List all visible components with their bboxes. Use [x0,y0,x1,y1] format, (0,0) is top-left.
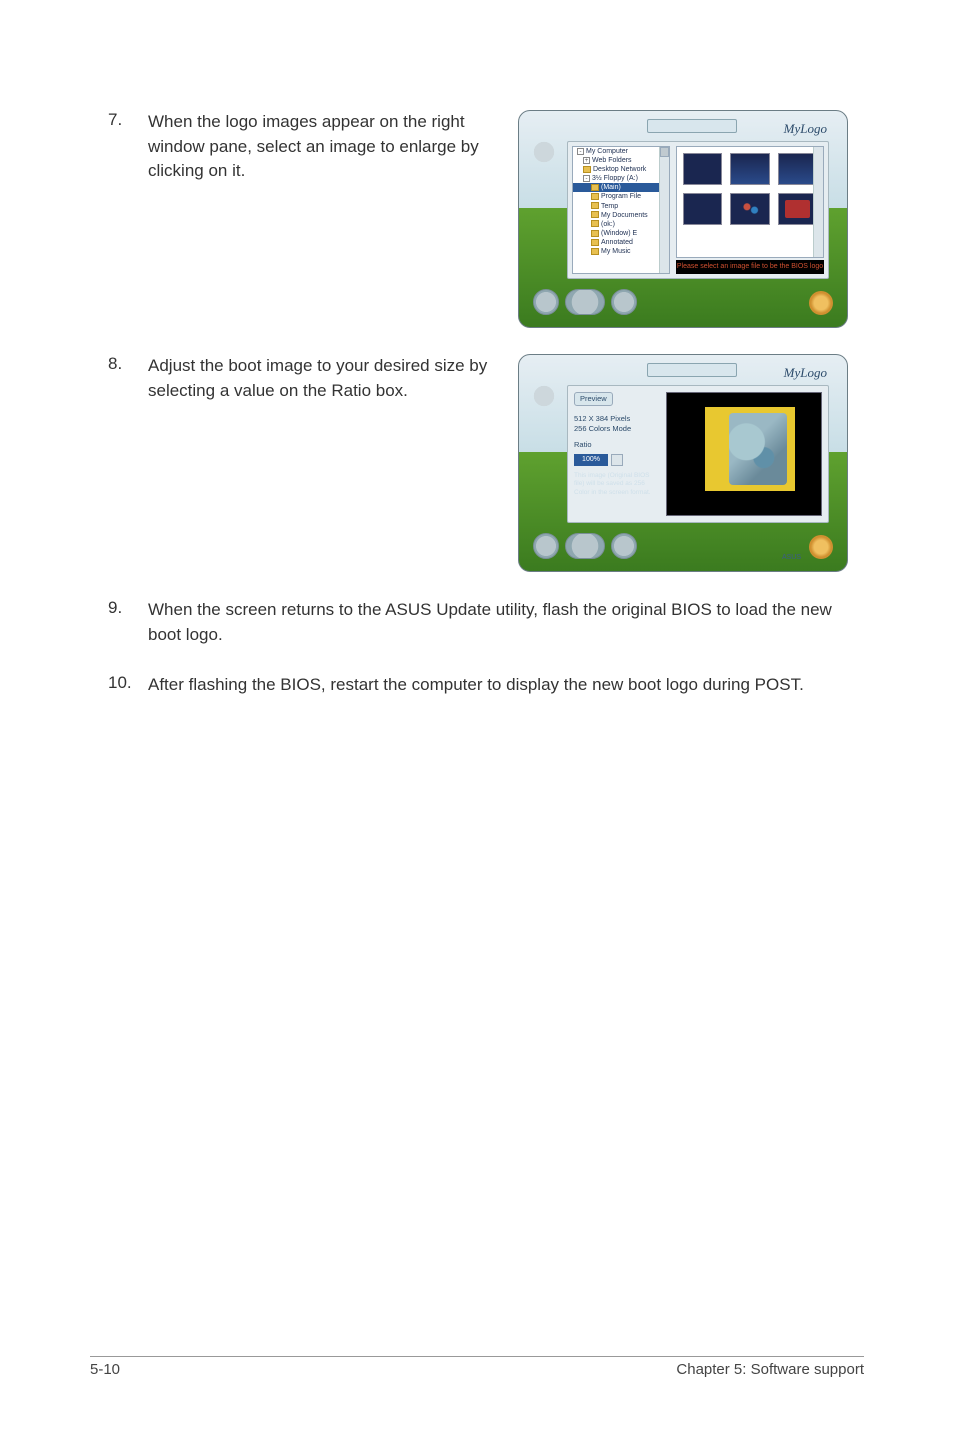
step-8-text: Adjust the boot image to your desired si… [148,354,494,403]
preview-info: Preview 512 X 384 Pixels 256 Colors Mode… [574,392,660,498]
tree-item-selected: (Main) [601,184,621,191]
nav-button[interactable] [533,533,559,559]
preview-canvas [705,407,795,491]
preview-note: This image (Original BIOS file) will be … [574,472,660,498]
tab-indicator [647,363,737,377]
mylogo-browser-screenshot: MyLogo -My Computer +Web Folders Desktop… [518,110,848,328]
page-number: 5-10 [90,1361,120,1378]
nav-button[interactable] [533,289,559,315]
tree-item: (Window) E [601,230,637,237]
credit-label: ASUS [782,554,801,561]
knob-icon [809,535,833,559]
resolution-label: 512 X 384 Pixels [574,414,660,424]
step-7-text: When the logo images appear on the right… [148,110,494,184]
tree-item: (ok:) [601,221,615,228]
tree-item: Desktop Network [593,166,646,173]
logo-thumbnail[interactable] [730,193,769,225]
tree-item: Program File [601,193,641,200]
nav-button[interactable] [565,289,605,315]
nav-button[interactable] [611,289,637,315]
boot-image-preview [666,392,822,516]
tab-indicator [647,119,737,133]
step-9-text: When the screen returns to the ASUS Upda… [148,598,864,647]
tree-item: Annotated [601,239,633,246]
app-brand-label: MyLogo [784,121,827,137]
tree-item: Web Folders [592,157,632,164]
step-10-num: 10. [90,673,124,693]
tree-scrollbar[interactable] [659,147,669,273]
step-7-num: 7. [90,110,124,130]
step-8-row: 8. Adjust the boot image to your desired… [90,354,864,572]
logo-thumbnail[interactable] [730,153,769,185]
logo-thumbnail[interactable] [683,153,722,185]
step-10-row: 10. After flashing the BIOS, restart the… [90,673,864,698]
ratio-selector[interactable]: 100% [574,454,660,466]
step-9-row: 9. When the screen returns to the ASUS U… [90,598,864,647]
logo-thumbnail[interactable] [778,153,817,185]
step-8-num: 8. [90,354,124,374]
ratio-value: 100% [574,454,608,466]
mylogo-preview-screenshot: MyLogo Preview 512 X 384 Pixels 256 Colo… [518,354,848,572]
tree-item: My Documents [601,212,648,219]
main-panel: -My Computer +Web Folders Desktop Networ… [567,141,829,279]
thumbnail-pane [676,146,824,258]
tree-item: Temp [601,203,618,210]
page-footer: 5-10 Chapter 5: Software support [90,1356,864,1378]
chevron-down-icon[interactable] [611,454,623,466]
preview-graphic-icon [729,413,787,485]
logo-thumbnail[interactable] [778,193,817,225]
main-panel: Preview 512 X 384 Pixels 256 Colors Mode… [567,385,829,523]
knob-icon [809,291,833,315]
tree-item: My Music [601,248,631,255]
step-7-row: 7. When the logo images appear on the ri… [90,110,864,328]
step-10-text: After flashing the BIOS, restart the com… [148,673,864,698]
app-brand-label: MyLogo [784,365,827,381]
ratio-label: Ratio [574,440,660,450]
nav-button[interactable] [565,533,605,559]
color-mode-label: 256 Colors Mode [574,424,660,434]
preview-button[interactable]: Preview [574,392,613,406]
tree-item: My Computer [586,148,628,155]
step-9-num: 9. [90,598,124,618]
status-bar: Please select an image file to be the BI… [676,260,824,274]
gear-icon [531,139,557,165]
step-8-image-col: MyLogo Preview 512 X 384 Pixels 256 Colo… [518,354,864,572]
thumb-scrollbar[interactable] [813,147,823,257]
tree-item: 3½ Floppy (A:) [592,175,638,182]
nav-button[interactable] [611,533,637,559]
gear-icon [531,383,557,409]
logo-thumbnail[interactable] [683,193,722,225]
chapter-label: Chapter 5: Software support [676,1361,864,1378]
step-7-image-col: MyLogo -My Computer +Web Folders Desktop… [518,110,864,328]
folder-tree[interactable]: -My Computer +Web Folders Desktop Networ… [572,146,670,274]
